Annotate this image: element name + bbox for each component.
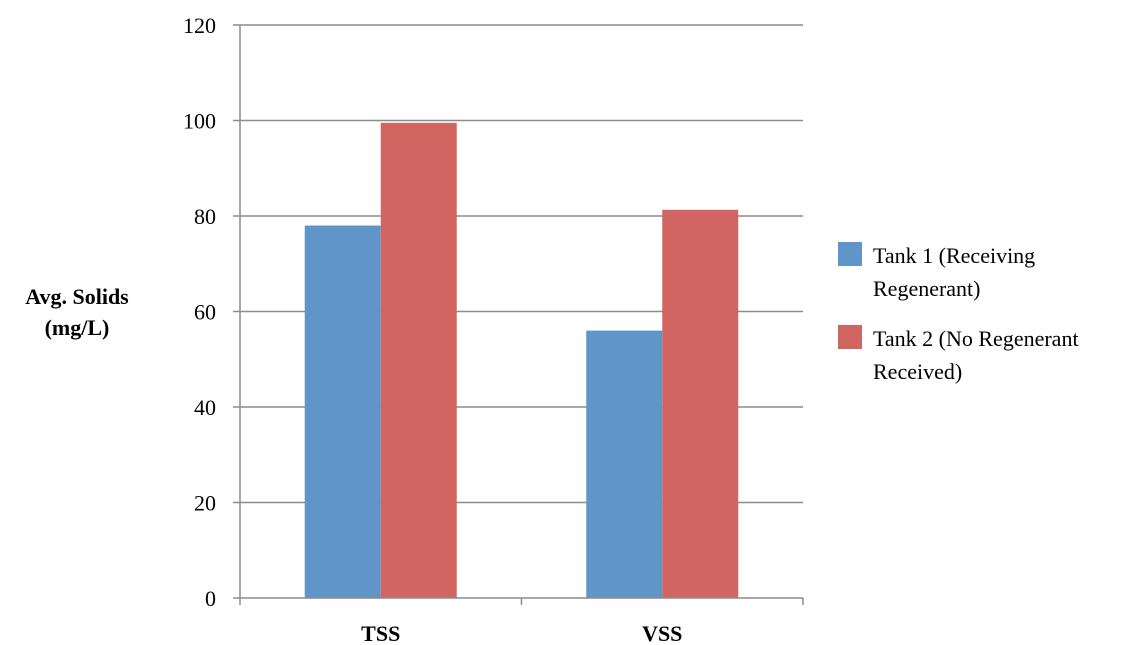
- y-axis-title: Avg. Solids (mg/L): [25, 284, 129, 340]
- legend-swatch-series-2: [838, 325, 862, 349]
- bar-vss-series-1: [586, 330, 663, 598]
- bar-tss-series-2: [380, 122, 457, 598]
- x-category-labels: TSS VSS: [361, 621, 682, 645]
- y-tick-label-0: 0: [205, 586, 216, 611]
- y-tick-label-60: 60: [194, 300, 216, 325]
- legend-label-series-2-line-2: Received): [873, 359, 962, 384]
- y-tick-label-80: 80: [194, 204, 216, 229]
- y-tick-label-100: 100: [183, 109, 216, 134]
- legend-label-series-1-line-1: Tank 1 (Receiving: [873, 243, 1035, 268]
- bar-vss-series-2: [662, 209, 739, 599]
- axes: [233, 24, 804, 605]
- legend-label-series-1-line-2: Regenerant): [873, 276, 981, 301]
- y-axis-title-line-1: Avg. Solids: [25, 284, 129, 309]
- bar-tss-series-1: [304, 225, 381, 599]
- x-category-label-tss: TSS: [361, 621, 400, 645]
- x-category-label-vss: VSS: [642, 621, 682, 645]
- y-tick-label-20: 20: [194, 491, 216, 516]
- y-tick-label-40: 40: [194, 395, 216, 420]
- legend-label-series-2-line-1: Tank 2 (No Regenerant: [873, 326, 1079, 351]
- legend-swatch-series-1: [838, 242, 862, 266]
- bars: [304, 122, 739, 599]
- legend: Tank 1 (Receiving Regenerant) Tank 2 (No R…: [838, 242, 1079, 384]
- y-tick-label-120: 120: [183, 13, 216, 38]
- y-axis-title-line-2: (mg/L): [45, 315, 110, 340]
- y-tick-labels: 0 20 40 60 80 100 120: [183, 13, 216, 611]
